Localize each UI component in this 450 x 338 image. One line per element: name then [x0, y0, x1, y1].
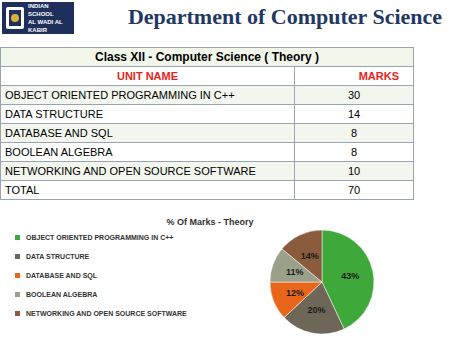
svg-text:% Of Marks - Theory: % Of Marks - Theory	[166, 217, 253, 227]
html-text:NETWORKING AND OPEN SOURCE SOF: NETWORKING AND OPEN SOURCE SOFTWARE	[5, 165, 256, 177]
svg-text:20%: 20%	[308, 305, 326, 315]
html-text:INDIAN SCHOOL: INDIAN SCHOOL	[28, 3, 54, 17]
html-text:10: 10	[347, 165, 361, 177]
html-text:8: 8	[350, 146, 358, 158]
html-text:DATA STRUCTURE: DATA STRUCTURE	[5, 108, 103, 120]
html-text:OBJECT ORIENTED PROGRAMMING IN: OBJECT ORIENTED PROGRAMMING IN C++	[5, 89, 235, 101]
svg-text:DATABASE AND SQL: DATABASE AND SQL	[26, 272, 98, 280]
svg-text:DATA STRUCTURE: DATA STRUCTURE	[26, 253, 90, 260]
html-text:TOTAL: TOTAL	[5, 184, 40, 196]
svg-text:OBJECT ORIENTED PROGRAMMING IN: OBJECT ORIENTED PROGRAMMING IN C++	[26, 234, 173, 241]
html-text:UNIT NAME: UNIT NAME	[116, 70, 178, 82]
svg-text:14%: 14%	[301, 251, 319, 261]
html-text:BOOLEAN ALGEBRA: BOOLEAN ALGEBRA	[5, 146, 113, 158]
html-text:14: 14	[347, 108, 361, 120]
html-text:Class XII - Computer Science (: Class XII - Computer Science ( Theory )	[95, 50, 319, 64]
html-text:70: 70	[347, 184, 361, 196]
html-text:Department of Computer Science: Department of Computer Science	[127, 4, 443, 29]
html-text:8: 8	[350, 127, 358, 139]
html-text:AL WADI AL KABIR: AL WADI AL KABIR	[28, 19, 63, 33]
html-text:30: 30	[347, 89, 361, 101]
svg-text:BOOLEAN ALGEBRA: BOOLEAN ALGEBRA	[26, 291, 97, 298]
svg-text:11%: 11%	[286, 267, 304, 277]
svg-text:NETWORKING AND OPEN SOURCE SOF: NETWORKING AND OPEN SOURCE SOFTWARE	[26, 310, 187, 317]
html-text:MARKS: MARKS	[358, 70, 399, 82]
html-text:DATABASE AND SQL: DATABASE AND SQL	[5, 127, 113, 139]
svg-text:12%: 12%	[286, 288, 304, 298]
svg-text:43%: 43%	[341, 271, 359, 281]
